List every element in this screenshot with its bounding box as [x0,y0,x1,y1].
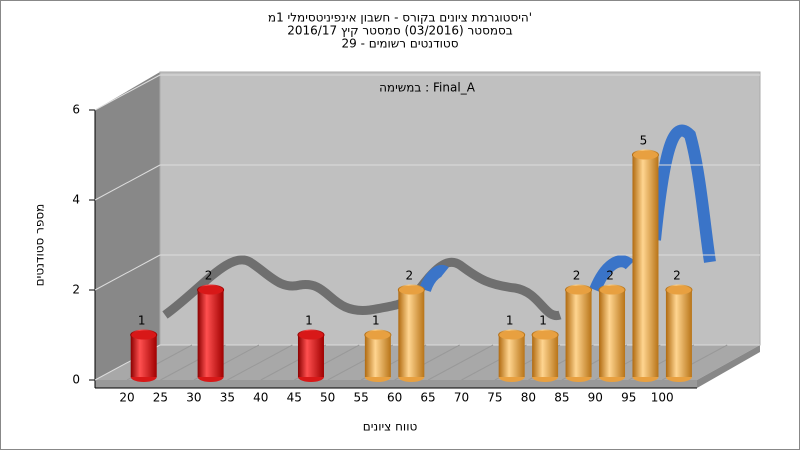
x-axis-label: טווח ציונים [363,420,418,434]
bar-part [665,290,692,377]
bar [598,284,626,382]
data-label: 1 [305,314,313,328]
bar-part [397,284,425,296]
data-label: 2 [406,269,414,283]
x-tick-label: 70 [454,391,469,405]
chart-subtitle: בסמסטר (03/2016) סמסטר קיץ 2016/17 [287,24,513,38]
floor-line [227,344,293,381]
data-label: 2 [606,269,614,283]
x-tick-label: 25 [153,391,168,405]
bar-part [565,284,593,296]
bar [297,329,325,382]
x-tick-label: 40 [253,391,268,405]
bar-part [130,329,158,341]
data-label: 1 [372,314,380,328]
y-tick-label: 4 [72,193,80,207]
bar [531,329,559,382]
data-label: 2 [673,269,681,283]
floor-side [697,345,760,388]
y-tick-label: 0 [72,373,80,387]
y-tick-label: 6 [72,103,80,117]
data-label: 2 [205,269,213,283]
grid-line [94,164,161,201]
bar-part [297,329,325,341]
grid-line [94,74,161,111]
bar-part [632,155,659,377]
x-tick-label: 55 [354,391,369,405]
bar-part [197,290,224,377]
annotation: במשימה : Final_A [379,81,476,95]
bar [665,284,693,382]
bar-part [598,284,626,296]
x-tick-label: 30 [186,391,201,405]
bar [498,329,526,382]
data-label: 1 [539,314,547,328]
data-label: 2 [573,269,581,283]
x-tick-label: 85 [554,391,569,405]
data-label: 1 [506,314,514,328]
x-tick-label: 45 [287,391,302,405]
bar-part [130,335,157,377]
y-tick-label: 2 [72,283,80,297]
bar-part [531,329,559,341]
floor-line [427,344,494,381]
x-tick-label: 20 [119,391,134,405]
x-tick-label: 95 [621,391,636,405]
bar-part [197,284,225,296]
trend-ribbon [162,255,562,320]
grid-line [94,254,161,291]
bar [130,329,158,382]
bar [631,149,659,382]
bar-part [364,335,391,377]
y-axis-label: מספר סטודנטים [33,204,47,287]
bar-part [364,329,392,341]
chart-title: היסטוגרמת ציונים בקורס - חשבון אינפיניטס… [268,11,532,25]
bar-part [599,290,626,377]
bar-part [398,290,425,377]
left-wall [95,72,160,380]
bar [397,284,425,382]
chart-subtitle: סטודנטים רשומים - 29 [341,37,458,51]
data-label: 5 [640,134,648,148]
x-tick-label: 90 [588,391,603,405]
bar [364,329,392,382]
x-tick-label: 75 [487,391,502,405]
bar-part [631,149,659,161]
bar-part [498,335,525,377]
x-tick-label: 80 [521,391,536,405]
bar [197,284,225,382]
bar-part [297,335,324,377]
data-label: 1 [138,314,146,328]
x-tick-label: 60 [387,391,402,405]
bar-part [565,290,592,377]
bar [565,284,593,382]
trend-ribbon [419,124,716,293]
x-tick-label: 100 [651,391,674,405]
bar-part [498,329,526,341]
x-tick-label: 50 [320,391,335,405]
floor-front [95,380,697,388]
bar-part [665,284,693,296]
x-tick-label: 35 [220,391,235,405]
x-tick-label: 65 [420,391,435,405]
bar-part [532,335,559,377]
